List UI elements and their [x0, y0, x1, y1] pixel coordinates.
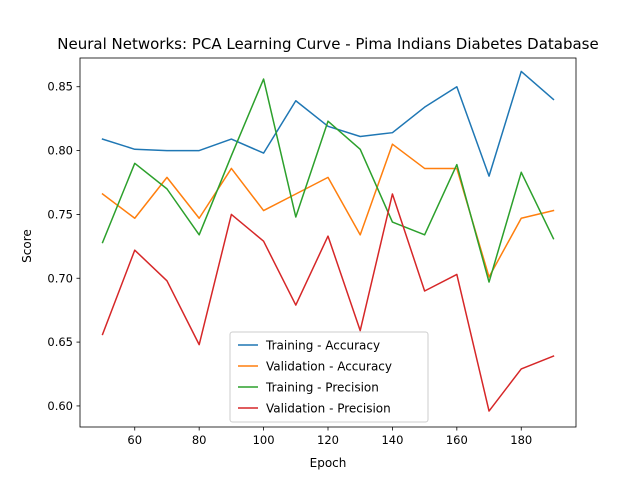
x-tick-label: 80	[192, 433, 207, 447]
x-tick-label: 60	[127, 433, 142, 447]
legend-box	[229, 331, 429, 423]
chart-title: Neural Networks: PCA Learning Curve - Pi…	[57, 35, 598, 53]
legend-entry: Validation - Accuracy	[266, 360, 392, 374]
x-tick-label: 140	[381, 433, 403, 447]
series-line-3	[101, 78, 555, 283]
x-tick-label: 180	[510, 433, 532, 447]
y-tick-label: 0.60	[47, 399, 73, 413]
legend-entry: Validation - Precision	[266, 402, 391, 416]
y-tick-label: 0.75	[47, 207, 73, 221]
y-tick-label: 0.65	[47, 335, 73, 349]
legend: Training - Accuracy Validation - Accuracy…	[229, 331, 429, 423]
x-tick-label: 120	[317, 433, 339, 447]
y-tick-label: 0.85	[47, 80, 73, 94]
series-line-2	[101, 143, 555, 278]
y-tick-label: 0.70	[47, 271, 73, 285]
x-tick-label: 160	[446, 433, 468, 447]
x-axis-label: Epoch	[310, 456, 347, 470]
legend-entry: Training - Precision	[265, 381, 379, 395]
x-tick-label: 100	[253, 433, 275, 447]
y-axis-label: Score	[20, 229, 34, 263]
legend-entry: Training - Accuracy	[265, 339, 380, 353]
series-line-4	[101, 193, 555, 412]
y-tick-label: 0.80	[47, 144, 73, 158]
series-line-1	[101, 70, 555, 177]
